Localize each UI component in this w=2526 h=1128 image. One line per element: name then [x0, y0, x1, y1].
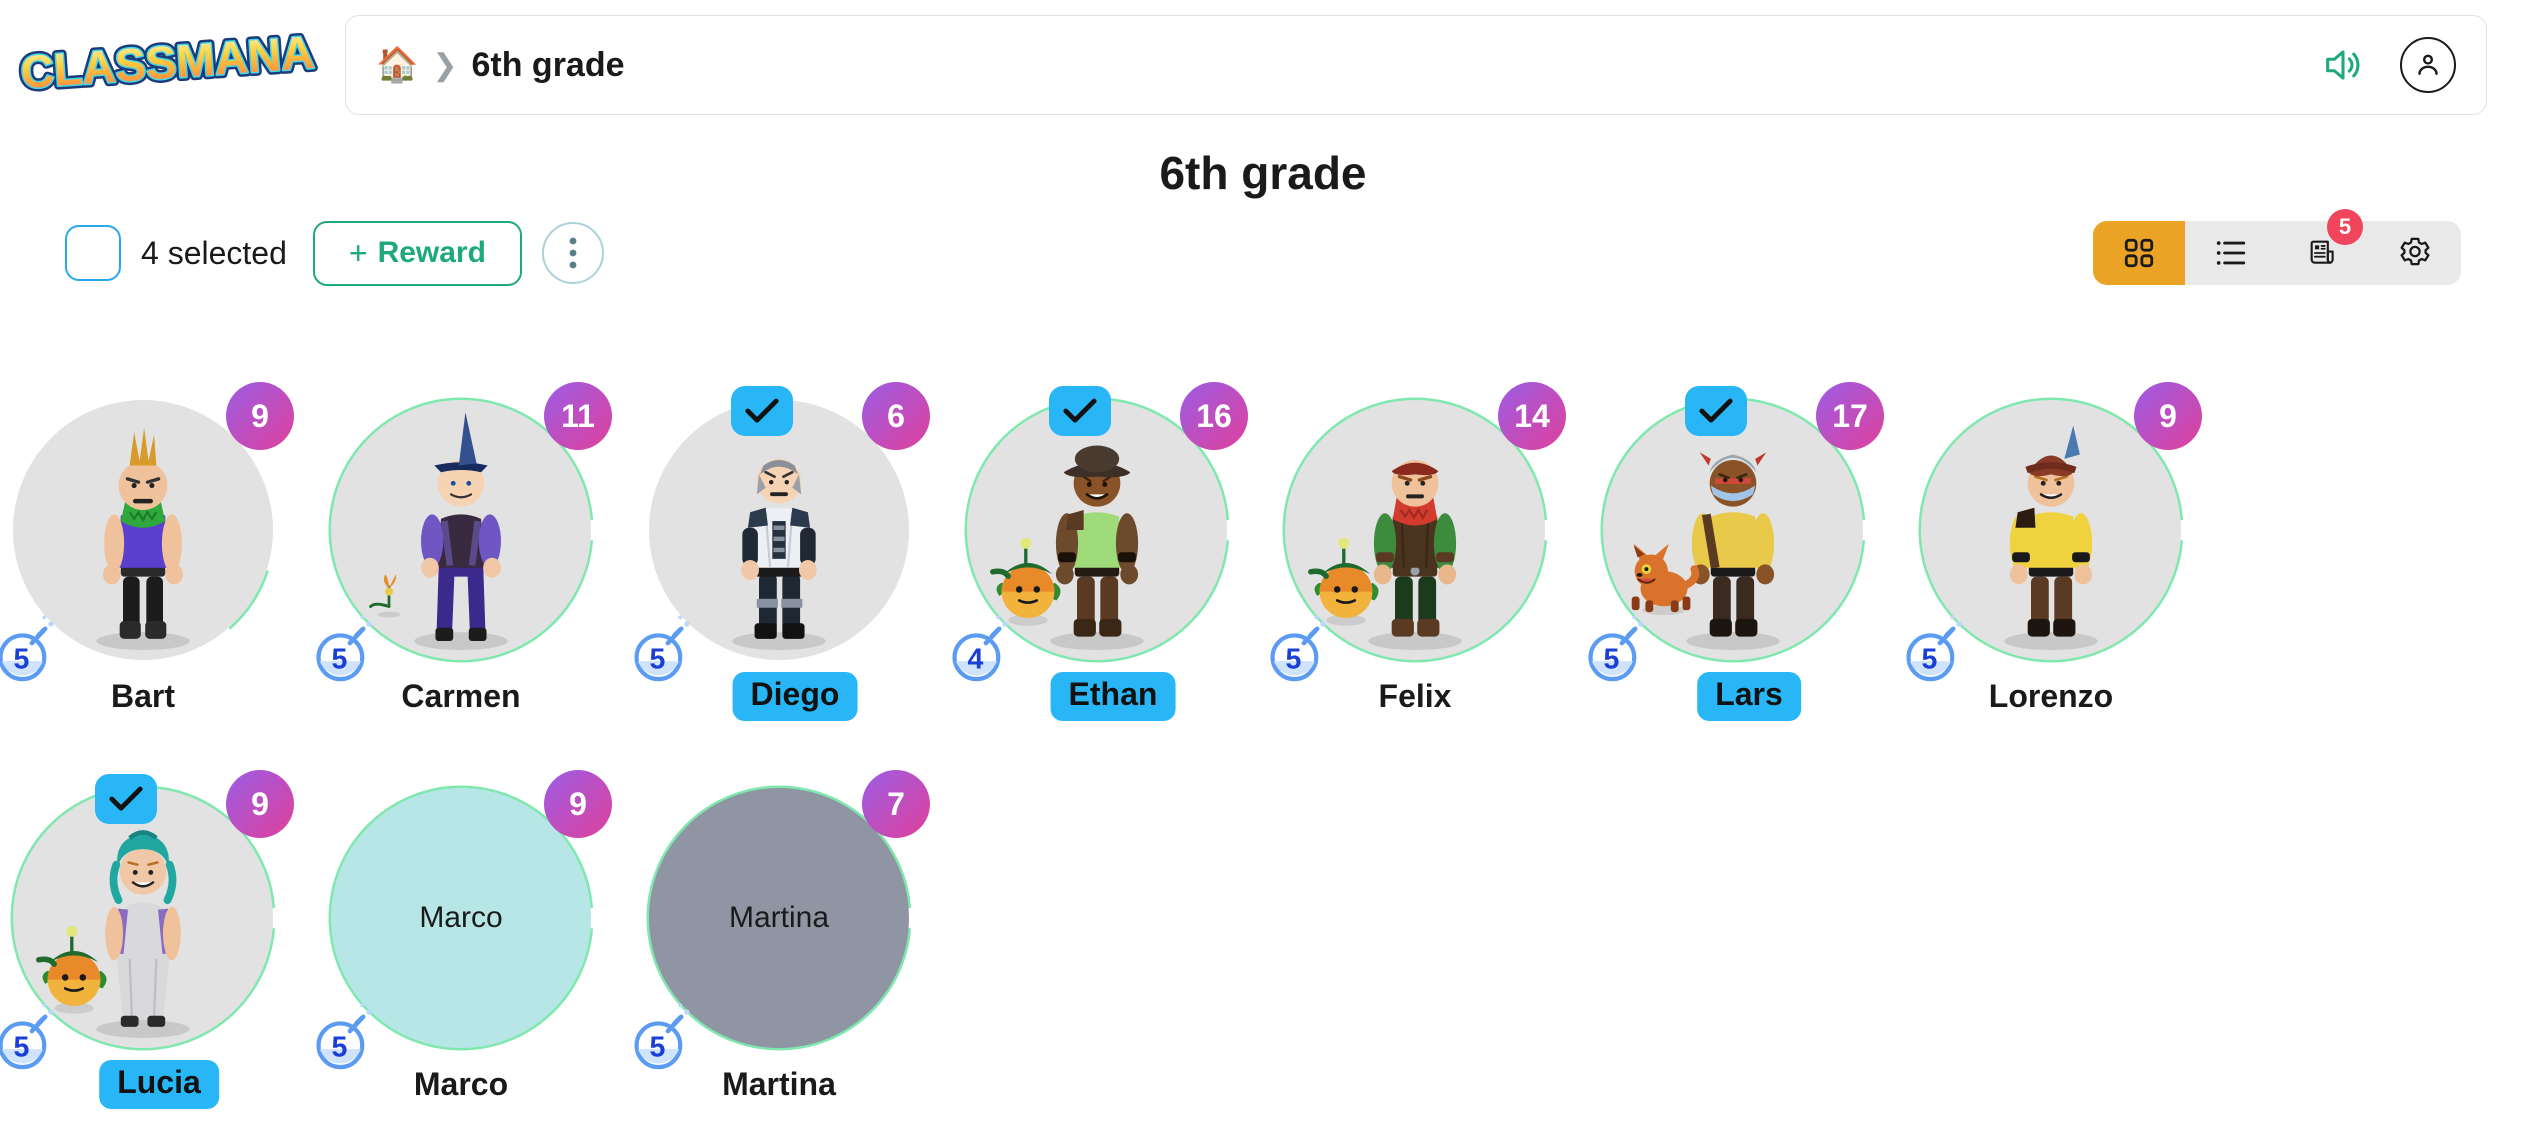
svg-text:5: 5 [14, 1032, 30, 1064]
svg-text:5: 5 [1286, 644, 1302, 676]
svg-text:CLASSMANA: CLASSMANA [19, 26, 316, 98]
svg-text:5: 5 [332, 644, 348, 676]
svg-text:5: 5 [650, 644, 666, 676]
svg-text:5: 5 [332, 1032, 348, 1064]
svg-text:5: 5 [1604, 644, 1620, 676]
svg-text:5: 5 [1922, 644, 1938, 676]
svg-text:5: 5 [650, 1032, 666, 1064]
svg-text:5: 5 [14, 644, 30, 676]
svg-text:4: 4 [968, 644, 984, 676]
